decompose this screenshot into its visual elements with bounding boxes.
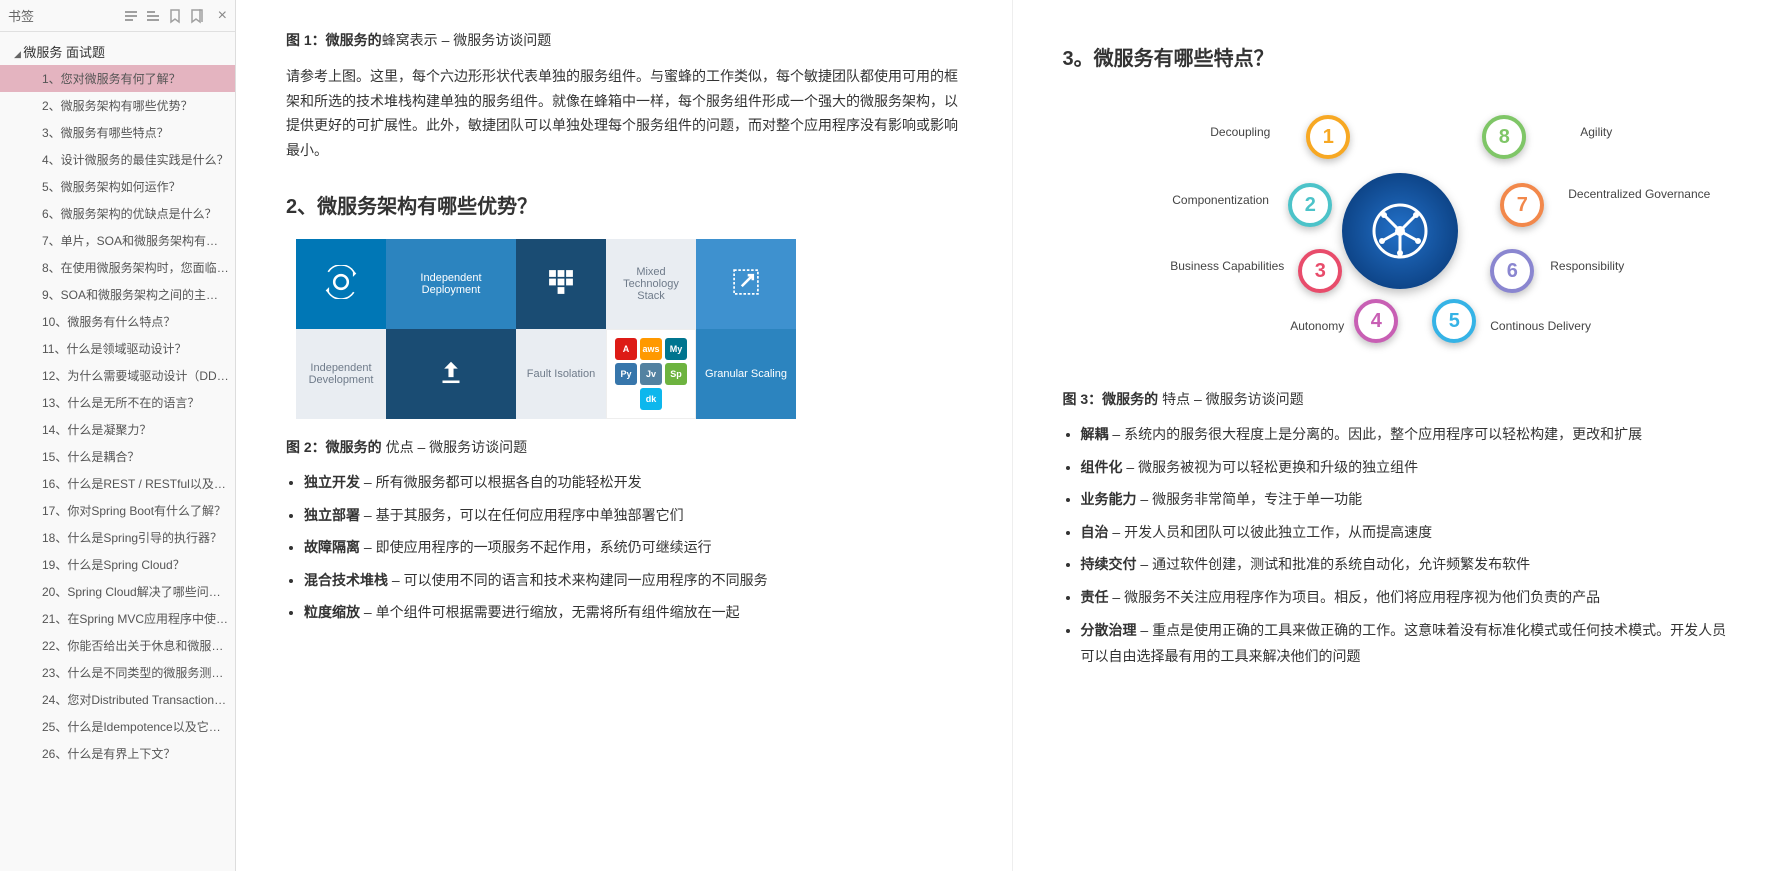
list-item: 持续交付 – 通过软件创建，测试和批准的系统自动化，允许频繁发布软件 bbox=[1081, 551, 1739, 578]
tile-expand-icon bbox=[696, 239, 796, 329]
tile-grid-icon bbox=[516, 239, 606, 329]
feature-label: Decentralized Governance bbox=[1568, 187, 1710, 201]
expand-icon[interactable] bbox=[145, 8, 161, 24]
feature-label: Autonomy bbox=[1290, 319, 1344, 333]
figure-2-caption: 图 2：微服务的 优点 – 微服务访谈问题 bbox=[286, 437, 962, 457]
heading-q2: 2、微服务架构有哪些优势？ bbox=[286, 190, 962, 219]
figure-2-tiles: Independent Deployment Mixed Technology … bbox=[296, 239, 796, 419]
feature-node: 6 bbox=[1490, 249, 1534, 293]
toc-item[interactable]: 6、微服务架构的优缺点是什么？ bbox=[0, 200, 235, 227]
figure-3-caption: 图 3：微服务的 特点 – 微服务访谈问题 bbox=[1063, 389, 1739, 409]
advantages-list: 独立开发 – 所有微服务都可以根据各自的功能轻松开发独立部署 – 基于其服务，可… bbox=[286, 469, 962, 626]
toc-item[interactable]: 21、在Spring MVC应用程序中使… bbox=[0, 605, 235, 632]
toc-item[interactable]: 1、您对微服务有何了解？ bbox=[0, 65, 235, 92]
bookmark-add-icon[interactable] bbox=[167, 8, 183, 24]
bookmark-tag-icon[interactable] bbox=[189, 8, 205, 24]
toc-item[interactable]: 2、微服务架构有哪些优势？ bbox=[0, 92, 235, 119]
feature-label: Decoupling bbox=[1210, 125, 1270, 139]
sidebar-close-icon[interactable]: × bbox=[218, 7, 227, 25]
toc-item[interactable]: 12、为什么需要域驱动设计（DDD… bbox=[0, 362, 235, 389]
tile-independent-dev: Independent Development bbox=[296, 329, 386, 419]
list-item: 责任 – 微服务不关注应用程序作为项目。相反，他们将应用程序视为他们负责的产品 bbox=[1081, 584, 1739, 611]
document-pages: 图 1：微服务的蜂窝表示 – 微服务访谈问题 请参考上图。这里，每个六边形形状代… bbox=[236, 0, 1788, 871]
paragraph-1: 请参考上图。这里，每个六边形形状代表单独的服务组件。与蜜蜂的工作类似，每个敏捷团… bbox=[286, 64, 962, 162]
list-item: 解耦 – 系统内的服务很大程度上是分离的。因此，整个应用程序可以轻松构建，更改和… bbox=[1081, 421, 1739, 448]
tile-mixed-tech: Mixed Technology Stack bbox=[606, 239, 696, 329]
sidebar-header: 书签 × bbox=[0, 0, 235, 32]
toc-item[interactable]: 23、什么是不同类型的微服务测试？ bbox=[0, 659, 235, 686]
toc-item[interactable]: 26、什么是有界上下文？ bbox=[0, 740, 235, 767]
feature-label: Business Capabilities bbox=[1170, 259, 1284, 273]
list-item: 粒度缩放 – 单个组件可根据需要进行缩放，无需将所有组件缩放在一起 bbox=[304, 599, 962, 626]
toc-list[interactable]: 微服务 面试题 1、您对微服务有何了解？2、微服务架构有哪些优势？3、微服务有哪… bbox=[0, 32, 235, 871]
toc-item[interactable]: 25、什么是Idempotence以及它在… bbox=[0, 713, 235, 740]
list-item: 独立部署 – 基于其服务，可以在任何应用程序中单独部署它们 bbox=[304, 502, 962, 529]
list-item: 分散治理 – 重点是使用正确的工具来做正确的工作。这意味着没有标准化模式或任何技… bbox=[1081, 617, 1739, 670]
list-item: 自治 – 开发人员和团队可以彼此独立工作，从而提高速度 bbox=[1081, 519, 1739, 546]
feature-node: 4 bbox=[1354, 299, 1398, 343]
list-item: 组件化 – 微服务被视为可以轻松更换和升级的独立组件 bbox=[1081, 454, 1739, 481]
page-left: 图 1：微服务的蜂窝表示 – 微服务访谈问题 请参考上图。这里，每个六边形形状代… bbox=[236, 0, 1012, 871]
hub-icon bbox=[1342, 173, 1458, 289]
feature-node: 5 bbox=[1432, 299, 1476, 343]
toc-item[interactable]: 20、Spring Cloud解决了哪些问题？ bbox=[0, 578, 235, 605]
toc-item[interactable]: 8、在使用微服务架构时，您面临哪… bbox=[0, 254, 235, 281]
feature-node: 3 bbox=[1298, 249, 1342, 293]
feature-label: Responsibility bbox=[1550, 259, 1624, 273]
toc-item[interactable]: 9、SOA和微服务架构之间的主要区… bbox=[0, 281, 235, 308]
toc-item[interactable]: 14、什么是凝聚力？ bbox=[0, 416, 235, 443]
feature-label: Continous Delivery bbox=[1490, 319, 1591, 333]
toc-item[interactable]: 17、你对Spring Boot有什么了解？ bbox=[0, 497, 235, 524]
bookmarks-sidebar: 书签 × 微服务 面试题 1、您对微服务有何了解？2、微服务架构有哪些优势？3、… bbox=[0, 0, 236, 871]
toc-item[interactable]: 11、什么是领域驱动设计？ bbox=[0, 335, 235, 362]
toc-item[interactable]: 13、什么是无所不在的语言？ bbox=[0, 389, 235, 416]
toc-item[interactable]: 24、您对Distributed Transaction… bbox=[0, 686, 235, 713]
feature-node: 8 bbox=[1482, 115, 1526, 159]
toc-root[interactable]: 微服务 面试题 bbox=[0, 38, 235, 65]
toc-item[interactable]: 16、什么是REST / RESTful以及它… bbox=[0, 470, 235, 497]
tile-granular-scaling: Granular Scaling bbox=[696, 329, 796, 419]
toc-item[interactable]: 18、什么是Spring引导的执行器？ bbox=[0, 524, 235, 551]
figure-1-caption: 图 1：微服务的蜂窝表示 – 微服务访谈问题 bbox=[286, 30, 962, 50]
toc-item[interactable]: 3、微服务有哪些特点？ bbox=[0, 119, 235, 146]
list-item: 混合技术堆栈 – 可以使用不同的语言和技术来构建同一应用程序的不同服务 bbox=[304, 567, 962, 594]
heading-q3: 3。微服务有哪些特点？ bbox=[1063, 42, 1739, 71]
toc-item[interactable]: 5、微服务架构如何运作？ bbox=[0, 173, 235, 200]
tile-fault-isolation: Fault Isolation bbox=[516, 329, 606, 419]
toc-item[interactable]: 4、设计微服务的最佳实践是什么？ bbox=[0, 146, 235, 173]
toc-item[interactable]: 7、单片，SOA和微服务架构有什么… bbox=[0, 227, 235, 254]
page-right: 3。微服务有哪些特点？ 1 Decoupling 2 Componentization… bbox=[1012, 0, 1788, 871]
feature-node: 2 bbox=[1288, 183, 1332, 227]
list-item: 独立开发 – 所有微服务都可以根据各自的功能轻松开发 bbox=[304, 469, 962, 496]
feature-node: 7 bbox=[1500, 183, 1544, 227]
tile-upload-icon bbox=[386, 329, 516, 419]
sidebar-title: 书签 bbox=[8, 6, 34, 25]
tile-tech-logos: Aaws MyPy JvSpdk bbox=[606, 329, 696, 419]
toc-item[interactable]: 19、什么是Spring Cloud？ bbox=[0, 551, 235, 578]
list-item: 业务能力 – 微服务非常简单，专注于单一功能 bbox=[1081, 486, 1739, 513]
tile-gear-icon bbox=[296, 239, 386, 329]
list-item: 故障隔离 – 即使应用程序的一项服务不起作用，系统仍可继续运行 bbox=[304, 534, 962, 561]
feature-node: 1 bbox=[1306, 115, 1350, 159]
features-list: 解耦 – 系统内的服务很大程度上是分离的。因此，整个应用程序可以轻松构建，更改和… bbox=[1063, 421, 1739, 670]
feature-label: Componentization bbox=[1172, 193, 1269, 207]
toc-item[interactable]: 22、你能否给出关于休息和微服务… bbox=[0, 632, 235, 659]
feature-label: Agility bbox=[1580, 125, 1612, 139]
toc-item[interactable]: 10、微服务有什么特点？ bbox=[0, 308, 235, 335]
figure-3-circular: 1 Decoupling 2 Componentization 3 Business Ca… bbox=[1170, 91, 1630, 371]
tile-independent-deployment: Independent Deployment bbox=[386, 239, 516, 329]
collapse-icon[interactable] bbox=[123, 8, 139, 24]
toc-item[interactable]: 15、什么是耦合？ bbox=[0, 443, 235, 470]
